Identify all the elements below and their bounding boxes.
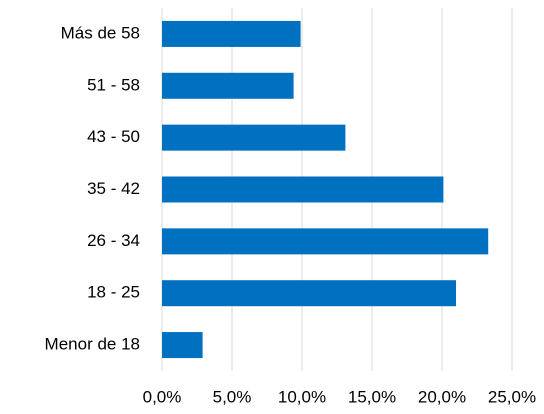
y-tick-label: 51 - 58 — [87, 75, 140, 94]
x-tick-label: 15,0% — [348, 387, 396, 406]
y-tick-label: 35 - 42 — [87, 179, 140, 198]
y-tick-label: Más de 58 — [61, 23, 140, 42]
x-tick-label: 0,0% — [143, 387, 182, 406]
bar — [162, 280, 456, 307]
bar — [162, 228, 489, 255]
x-tick-label: 20,0% — [418, 387, 466, 406]
bar — [162, 20, 301, 47]
bar — [162, 176, 444, 203]
y-tick-label: Menor de 18 — [45, 335, 140, 354]
bar — [162, 72, 294, 99]
bar — [162, 124, 346, 151]
x-tick-label: 5,0% — [213, 387, 252, 406]
bar — [162, 332, 203, 359]
x-tick-label: 25,0% — [488, 387, 536, 406]
y-tick-label: 43 - 50 — [87, 127, 140, 146]
y-tick-label: 26 - 34 — [87, 231, 140, 250]
y-tick-label: 18 - 25 — [87, 283, 140, 302]
x-tick-label: 10,0% — [278, 387, 326, 406]
